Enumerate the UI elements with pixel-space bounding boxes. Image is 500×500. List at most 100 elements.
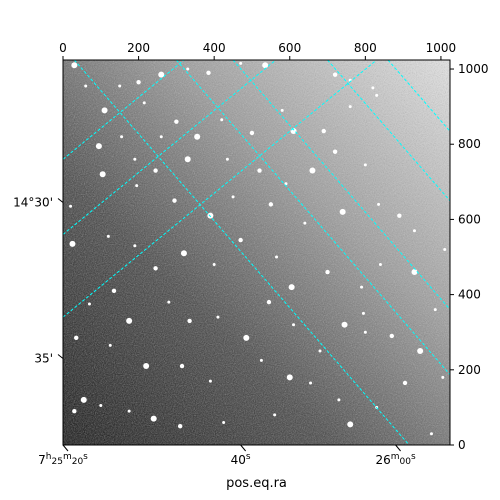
x-tick-label: 400 (203, 41, 226, 55)
star-point (142, 101, 146, 105)
star-point (99, 404, 103, 408)
ra-tick-label: 26m00s (375, 452, 416, 467)
star-point (429, 432, 433, 436)
star-point (231, 195, 235, 199)
star-point (389, 333, 394, 339)
ra-tick-mark (240, 444, 247, 452)
star-point (266, 299, 272, 305)
star-point (309, 167, 316, 174)
star-point (222, 420, 226, 424)
x-tick-label: 600 (278, 41, 301, 55)
star-point (273, 413, 277, 417)
star-point (158, 71, 165, 78)
star-point (337, 398, 341, 402)
star-point (411, 269, 418, 276)
star-point (412, 229, 416, 233)
star-point (101, 107, 108, 114)
dec-tick-label: 35' (34, 352, 53, 366)
star-point (268, 202, 274, 207)
star-point (143, 363, 150, 370)
star-point (118, 84, 122, 88)
ra-tick-label: 7h25m20s (38, 452, 88, 467)
star-point (309, 381, 313, 385)
y-tick-label: 600 (458, 212, 481, 226)
star-point (441, 375, 445, 379)
ra-tick-label: 40s (231, 452, 251, 467)
x-pixel-axis: 0 200 400 600 800 1000 (59, 41, 456, 60)
ra-grid-line (176, 60, 450, 376)
star-point (378, 263, 382, 267)
y-tick-label: 1000 (458, 62, 489, 76)
star-point (69, 240, 76, 247)
star-point (216, 315, 220, 319)
star-point (72, 408, 77, 414)
star-point (87, 302, 91, 306)
star-point (332, 149, 338, 154)
y-tick-label: 200 (458, 363, 481, 377)
star-point (194, 133, 201, 140)
ra-grid-line (327, 60, 450, 202)
field-noise (63, 60, 450, 445)
star-point (286, 374, 293, 381)
dec-grid-line (63, 60, 185, 160)
star-point (402, 380, 408, 386)
star-point (303, 221, 307, 225)
star-point (238, 237, 243, 243)
x-tick-label: 200 (127, 41, 150, 55)
star-point (318, 349, 322, 353)
star-point (174, 119, 179, 124)
star-point (288, 284, 295, 291)
star-point (186, 67, 190, 71)
star-point (84, 84, 88, 88)
star-point (187, 318, 192, 324)
star-point (292, 323, 296, 327)
star-point (249, 130, 255, 136)
star-point (172, 198, 177, 203)
dec-tick-mark (57, 198, 64, 203)
star-point (99, 171, 106, 178)
star-point (341, 321, 348, 328)
star-point (321, 128, 326, 134)
star-point (120, 135, 124, 139)
x-tick-label: 1000 (426, 41, 457, 55)
star-point (363, 330, 367, 334)
star-point (184, 156, 191, 163)
star-point (433, 308, 437, 312)
star-point (225, 157, 229, 161)
y-tick-label: 800 (458, 137, 481, 151)
star-point (371, 86, 375, 90)
y-pixel-axis: 0 200 400 600 800 1000 (450, 62, 489, 452)
star-point (127, 409, 131, 413)
star-point (397, 213, 402, 218)
ra-tick-mark (62, 444, 69, 452)
star-point (126, 317, 133, 324)
plot-frame (62, 59, 451, 446)
star-point (133, 244, 137, 248)
dec-tick-mark (57, 354, 64, 359)
star-point (206, 70, 211, 75)
star-point (80, 396, 87, 403)
star-point (135, 184, 139, 188)
star-point (280, 108, 284, 112)
dec-grid-line (63, 60, 277, 235)
star-point (243, 334, 250, 341)
ra-world-axis: 7h25m20s 40s 26m00s (38, 444, 416, 467)
image-layer (63, 60, 450, 445)
star-point (180, 250, 187, 257)
y-tick-label: 0 (458, 438, 466, 452)
star-point (159, 135, 163, 139)
star-point (220, 118, 224, 122)
star-point (95, 143, 102, 150)
star-point (71, 62, 78, 69)
star-point (150, 415, 157, 422)
star-layer (69, 61, 447, 436)
coordinate-grid (63, 60, 450, 445)
ra-tick-mark (395, 444, 401, 452)
star-point (239, 61, 243, 65)
star-point (360, 285, 364, 289)
star-point (443, 247, 447, 251)
star-point (177, 424, 183, 429)
star-point (262, 62, 269, 69)
star-point (361, 311, 365, 315)
